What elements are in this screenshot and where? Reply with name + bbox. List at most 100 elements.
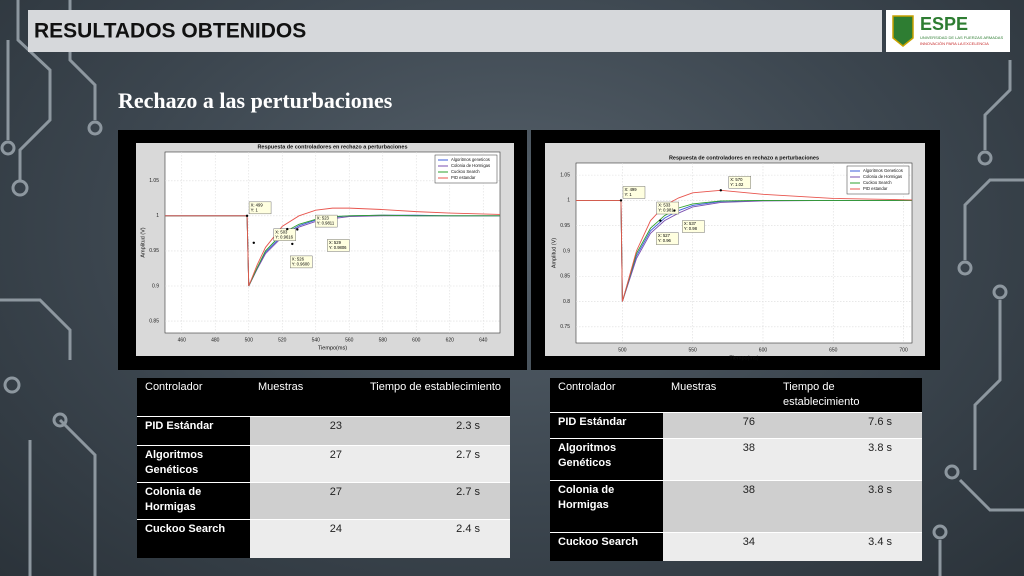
table-cell: Tiempo de establecimiento xyxy=(362,378,510,416)
x-tick-label: 560 xyxy=(345,337,354,343)
legend-label: PID estandar xyxy=(451,175,476,180)
table-header: Controlador Muestras Tiempo de establecimi… xyxy=(550,378,922,413)
table-cell: Colonia de Hormigas xyxy=(550,480,663,533)
data-tip-box xyxy=(327,239,350,252)
data-tip-label: X: 537 xyxy=(684,221,697,226)
logo-shield xyxy=(892,15,914,47)
table-row: PID Estándar 23 2.3 s xyxy=(137,416,510,445)
data-tip-point xyxy=(719,189,723,192)
table-row: Colonia de Hormigas 27 2.7 s xyxy=(137,482,510,519)
legend-label: Cuckoo Search xyxy=(451,169,480,174)
table-cell: PID Estándar xyxy=(137,416,250,445)
x-tick-label: 500 xyxy=(618,347,627,353)
table-cell: 27 xyxy=(250,482,362,519)
series-line xyxy=(165,207,501,287)
data-tip-box xyxy=(290,255,313,269)
table-row: Cuckoo Search 24 2.4 s xyxy=(137,519,510,558)
data-tip-point xyxy=(245,214,249,218)
table-row: Colonia de Hormigas 38 3.8 s xyxy=(550,480,922,533)
table-cell: 27 xyxy=(250,445,362,482)
data-tip-label: X: 526 xyxy=(292,257,305,262)
x-tick-label: 550 xyxy=(689,347,698,353)
data-tip-point xyxy=(296,228,299,231)
data-tip-box xyxy=(315,214,338,228)
data-tip-point xyxy=(252,241,255,244)
results-table: Controlador Muestras Tiempo de establecimi… xyxy=(137,378,510,558)
data-tip-box xyxy=(248,201,272,215)
x-tick-label: 460 xyxy=(178,337,187,343)
table-cell: 2.7 s xyxy=(362,445,510,482)
logo-name: ESPE xyxy=(920,14,968,34)
data-tip-label: Y: 1 xyxy=(624,192,632,197)
table-cell: 23 xyxy=(250,416,362,445)
x-tick-label: 480 xyxy=(211,337,220,343)
data-tip-label: Y: 0.9806 xyxy=(329,245,347,250)
data-tip-box xyxy=(273,228,296,241)
data-tip-box xyxy=(622,186,646,199)
table-cell: PID Estándar xyxy=(550,412,663,439)
data-tip-label: X: 499 xyxy=(624,187,637,192)
logo-motto: INNOVACIÓN PARA LA EXCELENCIA xyxy=(920,41,989,46)
legend-label: PID estandar xyxy=(863,186,888,191)
y-tick-label: 0.8 xyxy=(563,299,570,305)
table-cell: 3.8 s xyxy=(775,438,922,481)
y-axis-label: Amplitud (V) xyxy=(140,227,146,257)
x-tick-label: 520 xyxy=(278,337,287,343)
y-tick-label: 0.85 xyxy=(560,274,570,280)
x-tick-label: 620 xyxy=(446,337,455,343)
y-tick-label: 0.9 xyxy=(152,283,159,289)
data-tip-label: X: 527 xyxy=(658,233,671,238)
legend-label: Cuckoo Search xyxy=(863,180,892,185)
data-tip-label: Y: 0.9600 xyxy=(292,262,310,267)
x-tick-label: 540 xyxy=(312,337,321,343)
data-tip-point xyxy=(673,209,676,212)
y-tick-label: 1.05 xyxy=(149,178,159,184)
data-tip-point xyxy=(286,227,289,231)
table-header: Controlador Muestras Tiempo de establecimi… xyxy=(137,378,510,416)
table-cell: Cuckoo Search xyxy=(137,519,250,558)
table-cell: Cuckoo Search xyxy=(550,532,663,561)
data-tip-label: X: 529 xyxy=(329,240,342,245)
x-axis-label: Tiempo(ms) xyxy=(729,355,758,361)
data-tip-label: Y: 0.9811 xyxy=(317,221,335,226)
x-axis-label: Tiempo(ms) xyxy=(318,345,347,351)
table-cell: 7.6 s xyxy=(775,412,922,439)
data-tip-label: Y: 1 xyxy=(251,207,259,212)
table-row: Cuckoo Search 34 3.4 s xyxy=(550,532,922,561)
table-row: PID Estándar 76 7.6 s xyxy=(550,412,922,439)
chart-title: Respuesta de controladores en rechazo a … xyxy=(669,155,819,161)
y-tick-label: 1.05 xyxy=(560,172,570,178)
legend-label: Algoritmos geneticos xyxy=(451,157,490,162)
table-cell: 38 xyxy=(663,480,775,533)
y-tick-label: 0.9 xyxy=(563,248,570,254)
table-cell: 34 xyxy=(663,532,775,561)
table-cell: 3.4 s xyxy=(775,532,922,561)
table-cell: 2.4 s xyxy=(362,519,510,558)
table-cell: Colonia de Hormigas xyxy=(137,482,250,519)
table-cell: Controlador xyxy=(137,378,250,416)
data-tip-label: Y: 0.981 xyxy=(658,208,674,213)
y-axis-label: Amplitud (V) xyxy=(551,238,557,268)
table-cell: 2.3 s xyxy=(362,416,510,445)
table-cell: Tiempo de establecimiento xyxy=(775,378,922,413)
table-cell: Muestras xyxy=(250,378,362,416)
y-tick-label: 0.95 xyxy=(560,223,570,229)
y-tick-label: 1 xyxy=(156,213,159,219)
table-cell: 24 xyxy=(250,519,362,558)
table-cell: Algoritmos Genéticos xyxy=(550,438,663,481)
data-tip-label: Y: 1.02 xyxy=(730,182,744,187)
data-tip-point xyxy=(659,219,662,222)
y-tick-label: 0.75 xyxy=(560,324,570,330)
series-line xyxy=(576,189,913,302)
data-tip-box xyxy=(682,220,705,233)
x-tick-label: 650 xyxy=(829,347,838,353)
data-tip-label: X: 523 xyxy=(317,216,330,221)
legend-label: Colonia de Hormigas xyxy=(863,174,902,179)
table-row: Algoritmos Genéticos 38 3.8 s xyxy=(550,438,922,481)
logo-subtitle: UNIVERSIDAD DE LAS FUERZAS ARMADAS xyxy=(920,35,1003,40)
slide-subtitle: Rechazo a las perturbaciones xyxy=(118,88,393,113)
header-title: RESULTADOS OBTENIDOS xyxy=(34,20,306,43)
legend-label: Colonia de Hormigas xyxy=(451,163,490,168)
